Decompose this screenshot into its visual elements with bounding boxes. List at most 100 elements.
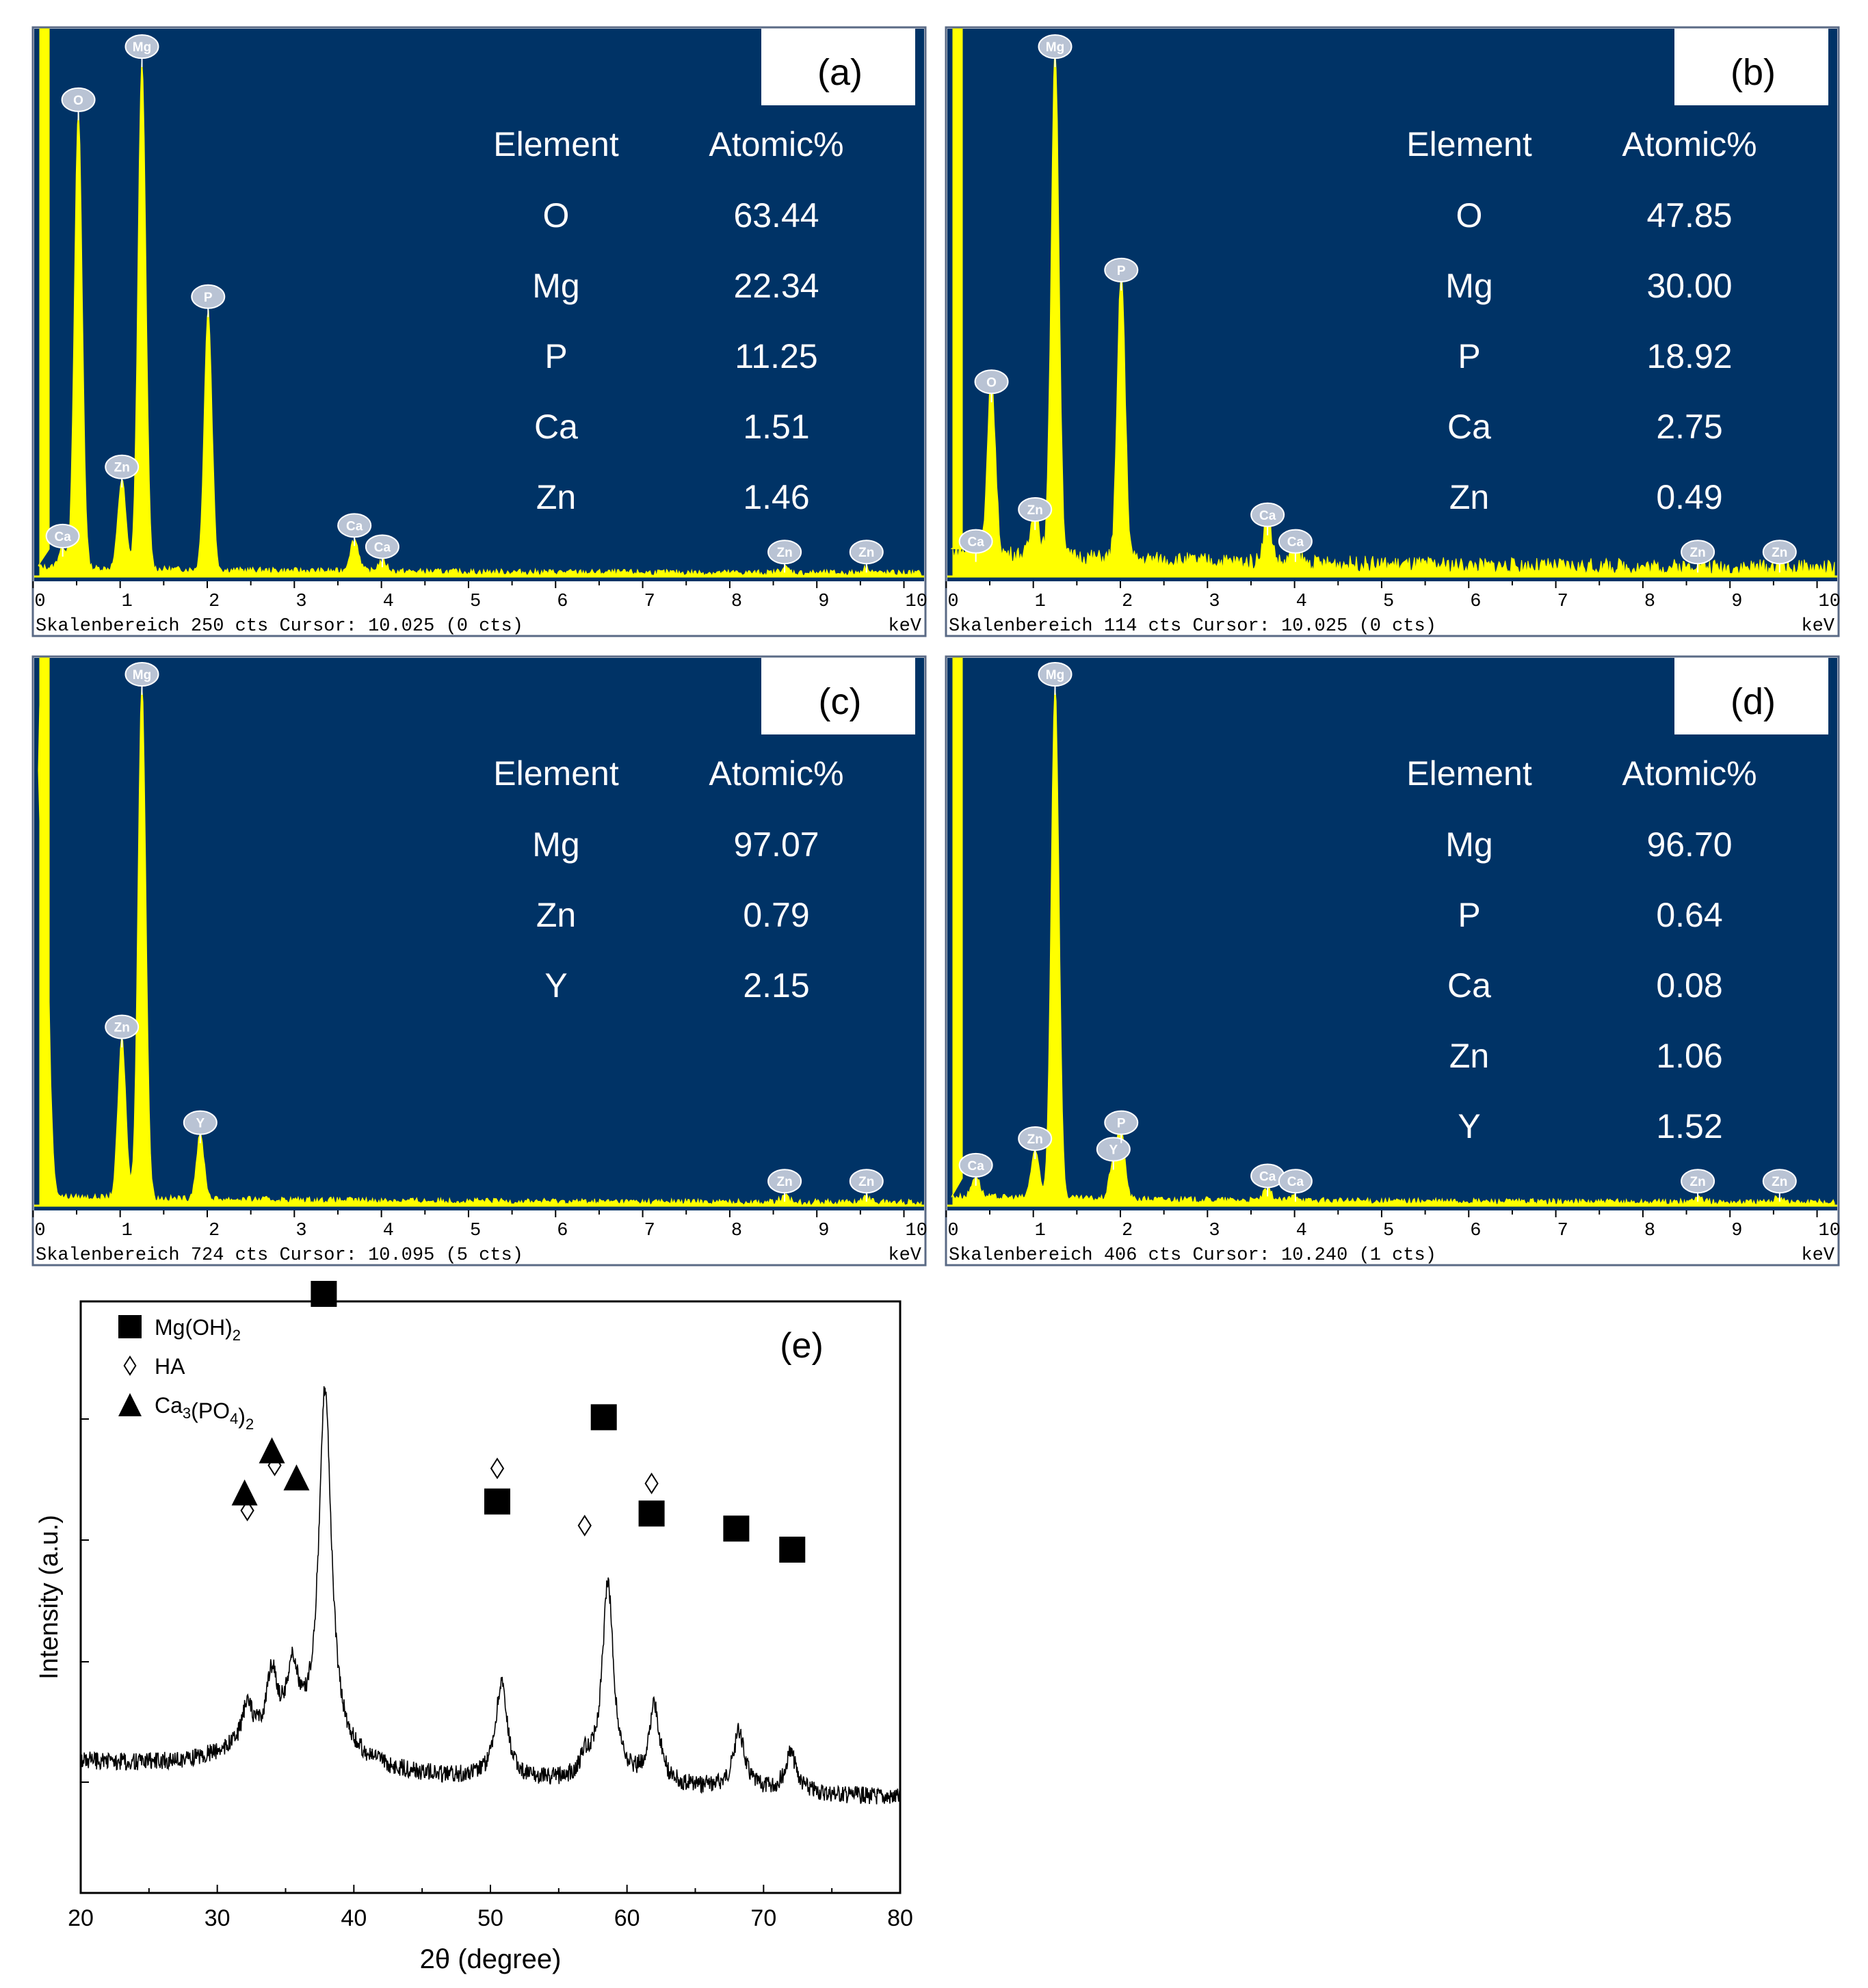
xrd-marker-diamond <box>644 1472 659 1495</box>
table-atomic-ca: 0.08 <box>1656 966 1722 1005</box>
peak-label-text: Zn <box>1772 546 1787 560</box>
legend-symbol-square <box>118 1315 142 1338</box>
peak-label-ca: Ca <box>365 534 399 568</box>
x-tick-label: 3 <box>295 1221 306 1241</box>
peak-label-text: Zn <box>858 546 874 560</box>
peak-label-ca: Ca <box>1278 1169 1313 1202</box>
x-tick-label: 1 <box>122 592 133 612</box>
peak-label-text: Ca <box>1287 535 1304 550</box>
peak-label-text: P <box>1117 1117 1126 1131</box>
table-atomic-mg: 30.00 <box>1646 267 1732 305</box>
peak-label-text: P <box>1117 264 1126 278</box>
peak-label-ca: Ca <box>337 513 372 546</box>
table-element-y: Y <box>1458 1107 1480 1145</box>
table-element-o: O <box>1456 196 1483 235</box>
x-tick-label: 0 <box>947 1221 958 1241</box>
peak-label-text: Zn <box>858 1175 874 1189</box>
x-tick-label: 8 <box>1644 1221 1655 1241</box>
spectrum <box>38 28 922 577</box>
x-tick-label: 10 <box>906 592 928 612</box>
eds-panel-1: Ca O Zn Mg P Ca Ca Zn Zn (b) Element Atomic% O 47.85 M… <box>945 26 1841 637</box>
x-unit-label: keV <box>888 616 921 637</box>
peak-label-p: P <box>1104 257 1139 291</box>
xrd-marker-square <box>590 1404 617 1431</box>
peak-label-text: Zn <box>1772 1175 1787 1189</box>
peak-label-text: Zn <box>1690 1175 1706 1189</box>
peak-label-text: O <box>986 375 997 390</box>
peak-label-zn: Zn <box>767 540 802 573</box>
peak-label-zn: Zn <box>105 454 140 488</box>
peak-label-text: P <box>204 291 213 305</box>
peak-label-text: Ca <box>1259 1169 1276 1184</box>
status-text: Skalenbereich 724 cts Cursor: 10.095 (5 … <box>36 1245 523 1266</box>
peak-label-ca: Ca <box>958 1152 993 1186</box>
x-tick-label: 6 <box>1470 592 1481 612</box>
table-atomic-p: 0.64 <box>1656 896 1722 934</box>
table-element-ca: Ca <box>534 408 578 446</box>
xrd-marker-diamond <box>577 1514 592 1537</box>
peak-label-text: Zn <box>1027 503 1043 518</box>
xrd-x-tick-label: 60 <box>614 1905 640 1931</box>
peak-label-y: Y <box>183 1110 218 1143</box>
x-tick-label: 0 <box>947 592 958 612</box>
panel-label: (c) <box>819 681 862 722</box>
spectrum <box>950 28 1835 577</box>
peak-label-text: Mg <box>133 668 151 682</box>
table-atomic-o: 63.44 <box>733 196 819 235</box>
peak-label-text: Zn <box>1027 1132 1043 1147</box>
eds-panel-2: Zn Mg Y Zn Zn (c) Element Atomic% Mg 97.07 Zn 0.79 Y… <box>31 655 928 1267</box>
x-tick-label: 9 <box>1731 1221 1742 1241</box>
x-tick-label: 5 <box>470 1221 481 1241</box>
x-tick-label: 6 <box>1470 1221 1481 1241</box>
table-element-mg: Mg <box>1445 267 1492 305</box>
plot-background <box>34 29 924 581</box>
table-header-element: Element <box>1406 125 1532 163</box>
table-element-mg: Mg <box>1445 825 1492 864</box>
table-atomic-zn: 1.46 <box>743 478 809 516</box>
peak-label-p: P <box>191 284 226 317</box>
x-tick-label: 3 <box>295 592 306 612</box>
status-text: Skalenbereich 406 cts Cursor: 10.240 (1 … <box>949 1245 1436 1266</box>
xrd-panel-label: (e) <box>780 1326 824 1366</box>
peak-label-zn: Zn <box>849 540 884 573</box>
x-tick-label: 9 <box>818 1221 829 1241</box>
x-tick-label: 10 <box>1819 1221 1841 1241</box>
table-element-zn: Zn <box>1449 1037 1489 1075</box>
peak-label-mg: Mg <box>1038 662 1073 695</box>
xrd-x-axis-label: 2θ (degree) <box>420 1944 562 1974</box>
x-tick-label: 5 <box>470 592 481 612</box>
table-atomic-zn: 0.79 <box>743 896 809 934</box>
legend-label-triangle: Ca3(PO4)2 <box>155 1393 254 1433</box>
peak-label-zn: Zn <box>1762 540 1797 573</box>
panel-label: (a) <box>817 52 863 93</box>
x-tick-label: 7 <box>1557 592 1568 612</box>
peak-label-mg: Mg <box>124 662 159 695</box>
xrd-marker-square <box>311 1281 337 1307</box>
x-tick-label: 10 <box>1819 592 1841 612</box>
status-text: Skalenbereich 250 cts Cursor: 10.025 (0 … <box>36 616 523 637</box>
spectrum <box>38 657 922 1206</box>
peak-label-text: Ca <box>968 1159 985 1174</box>
panel-label: (b) <box>1731 52 1776 93</box>
peak-label-o: O <box>61 87 96 120</box>
x-unit-label: keV <box>1801 616 1834 637</box>
table-element-ca: Ca <box>1447 408 1491 446</box>
x-tick-label: 0 <box>34 1221 45 1241</box>
x-tick-label: 8 <box>731 1221 742 1241</box>
table-atomic-p: 18.92 <box>1646 337 1732 375</box>
table-atomic-mg: 97.07 <box>733 825 819 864</box>
table-atomic-mg: 96.70 <box>1646 825 1732 864</box>
peak-label-text: Mg <box>1046 668 1064 682</box>
peak-label-text: Zn <box>777 546 793 560</box>
table-element-zn: Zn <box>536 896 576 934</box>
x-tick-label: 9 <box>818 592 829 612</box>
x-tick-label: 6 <box>557 592 568 612</box>
x-tick-label: 10 <box>906 1221 928 1241</box>
table-element-ca: Ca <box>1447 966 1491 1005</box>
table-atomic-ca: 1.51 <box>743 408 809 446</box>
peak-label-text: Ca <box>1287 1175 1304 1189</box>
xrd-x-tick-label: 70 <box>750 1905 776 1931</box>
peak-label-zn: Zn <box>105 1014 140 1048</box>
